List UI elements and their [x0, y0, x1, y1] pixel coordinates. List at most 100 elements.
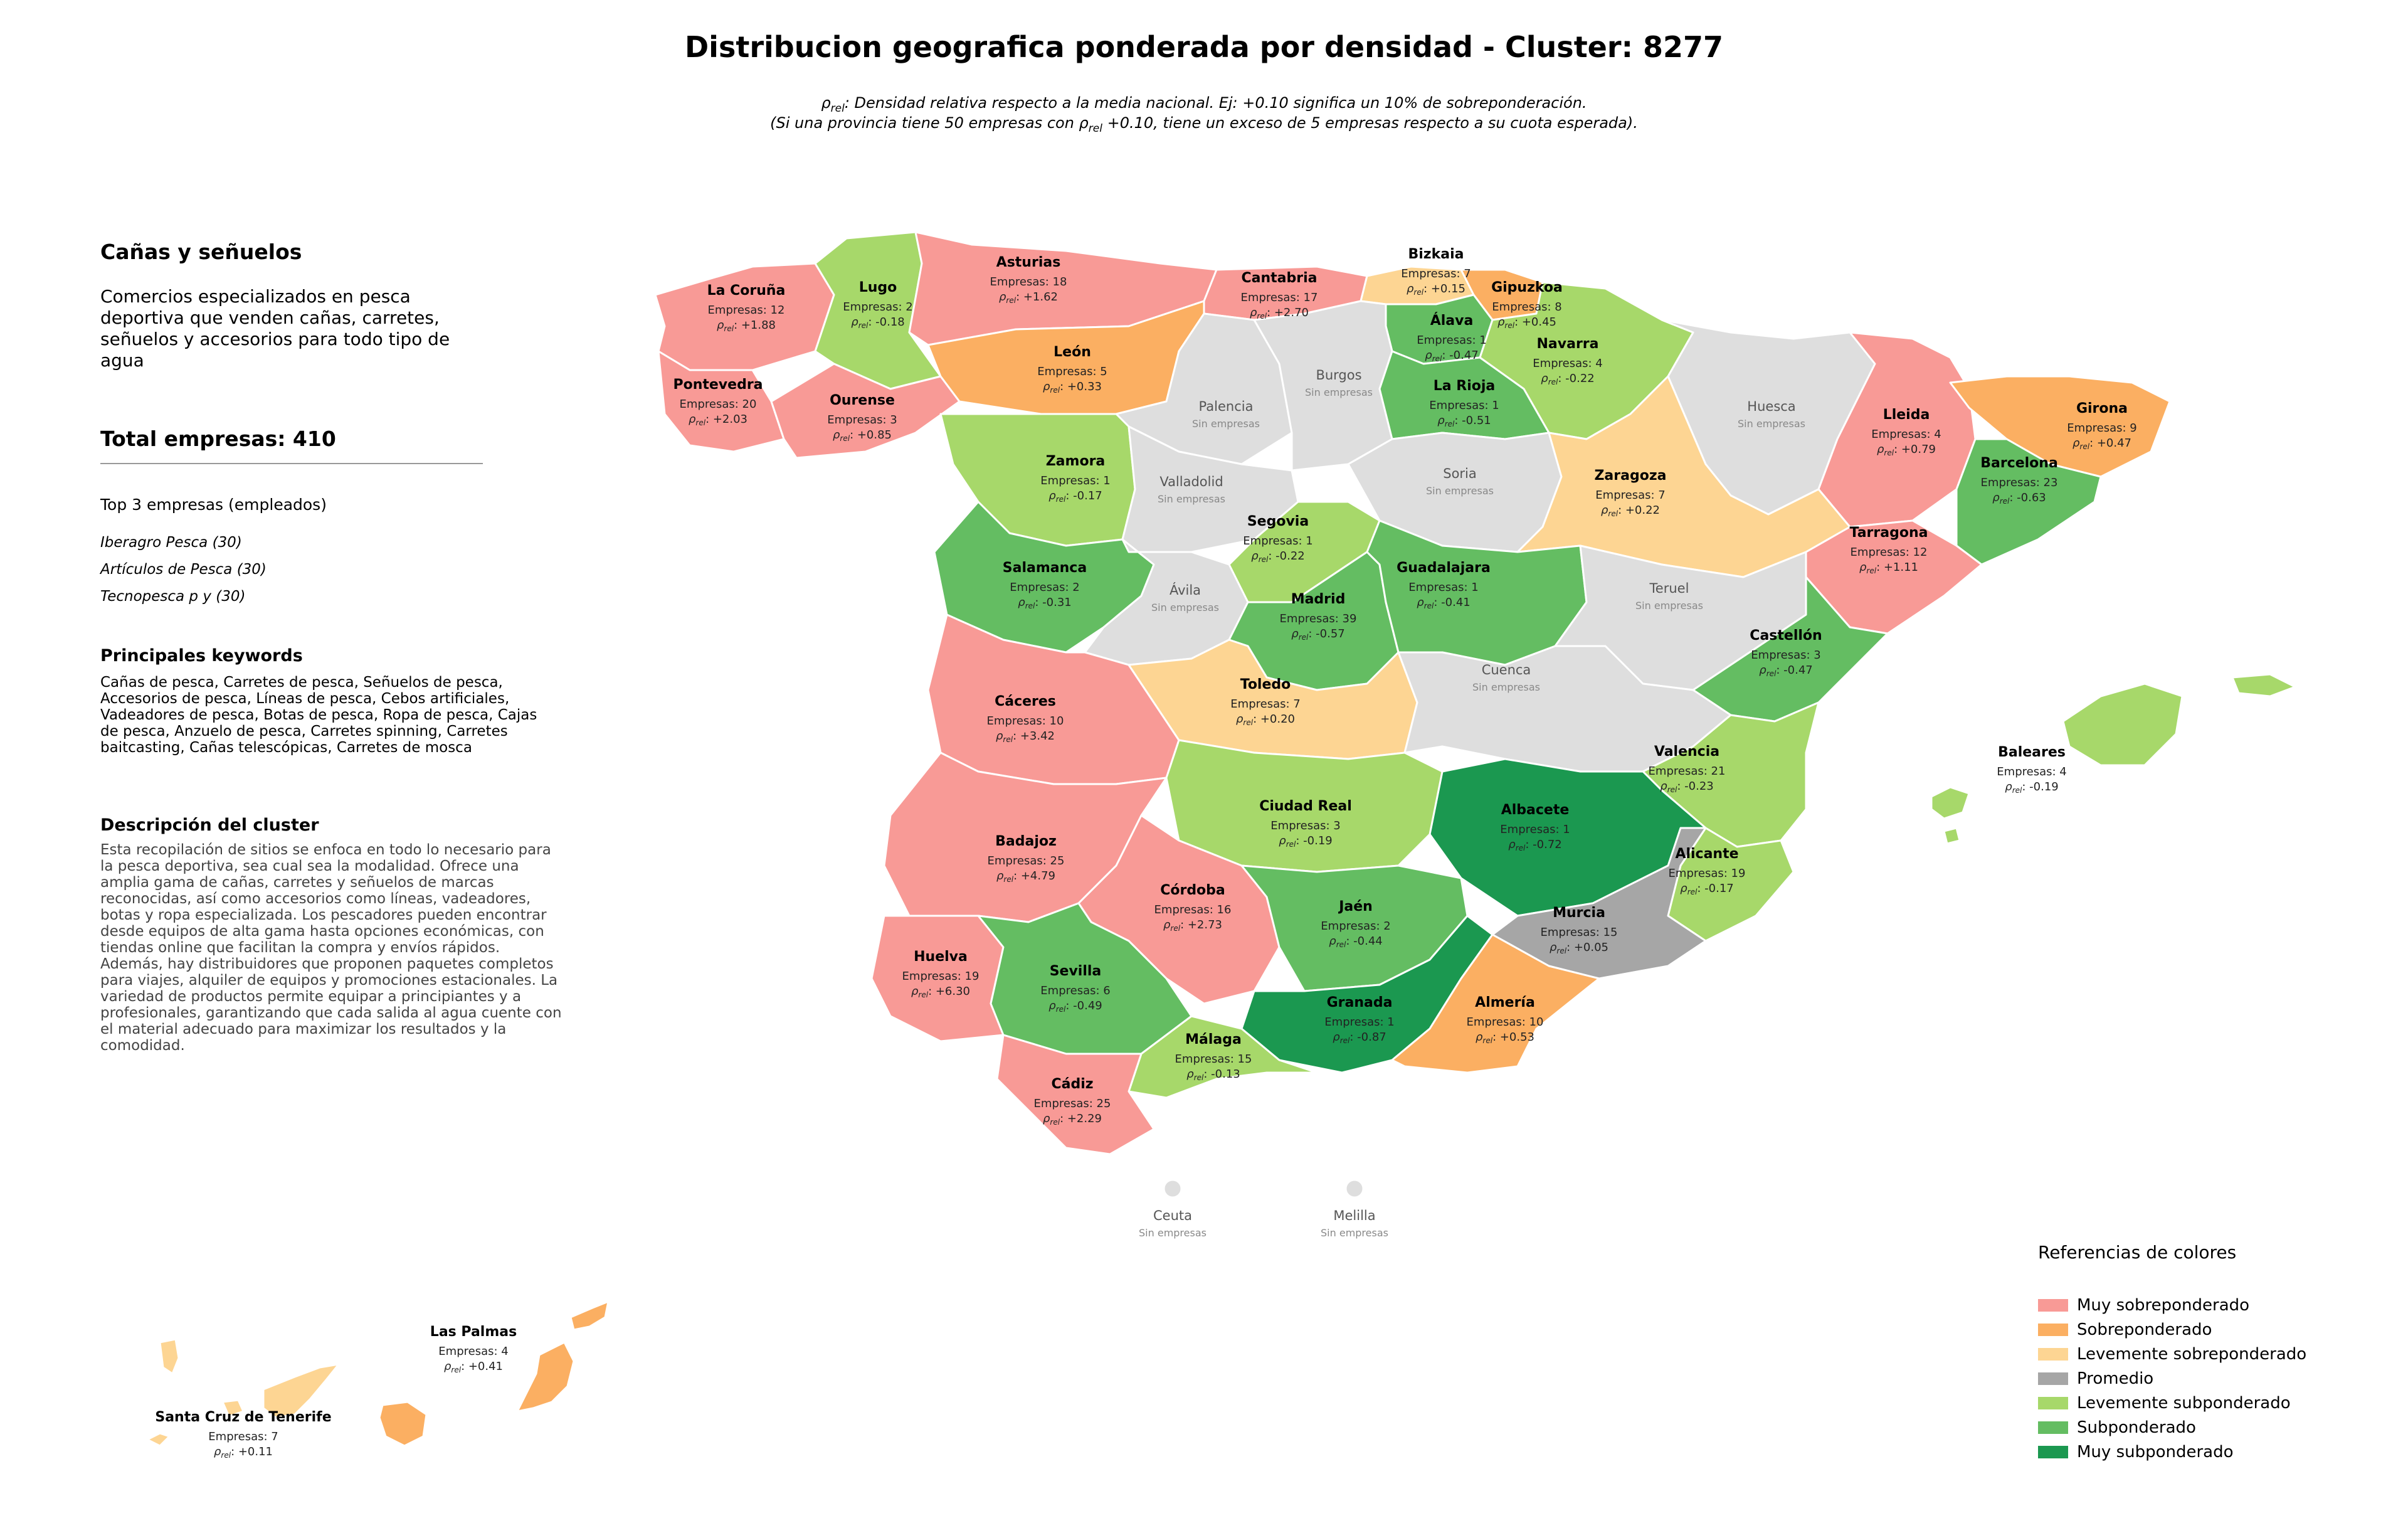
province-name: La Rioja — [1434, 378, 1496, 394]
province-empresas: Empresas: 12 — [708, 304, 785, 317]
legend-swatch — [2038, 1348, 2068, 1361]
province-name: Gipuzkoa — [1491, 280, 1563, 295]
province-label-valencia: Valencia Empresas: 21 ρrel: -0.23 — [1649, 744, 1726, 794]
total-companies: Total empresas: 410 — [100, 427, 336, 451]
page-title: Distribucion geografica ponderada por de… — [685, 30, 1723, 64]
province-empresas: Empresas: 21 — [1649, 765, 1726, 778]
province-rho: ρrel: +6.30 — [911, 985, 970, 999]
province-rho: ρrel: +0.41 — [444, 1360, 503, 1374]
province-name: Baleares — [1998, 745, 2066, 760]
province-rho: ρrel: +2.03 — [689, 413, 747, 427]
legend-title: Referencias de colores — [2038, 1242, 2237, 1263]
province-rho: ρrel: +0.05 — [1550, 941, 1608, 955]
province-empresas: Empresas: 39 — [1280, 612, 1357, 625]
province-empresas: Empresas: 15 — [1175, 1053, 1252, 1066]
province-shape-baleares-menorca[interactable] — [2231, 673, 2296, 698]
province-rho: ρrel: -0.17 — [1680, 882, 1733, 896]
province-rho: ρrel: -0.72 — [1508, 838, 1561, 852]
province-shape-lanzarote[interactable] — [569, 1300, 610, 1331]
province-rho: ρrel: -0.19 — [1279, 834, 1332, 849]
province-shape-melilla[interactable] — [1344, 1179, 1365, 1199]
province-label-palencia: Palencia Sin empresas — [1192, 399, 1260, 430]
province-rho: ρrel: +0.11 — [214, 1445, 273, 1460]
province-rho: ρrel: -0.47 — [1759, 664, 1812, 678]
province-name: Las Palmas — [430, 1324, 517, 1340]
province-name: Pontevedra — [673, 377, 763, 393]
province-name: Segovia — [1247, 514, 1309, 529]
province-name: Badajoz — [995, 834, 1057, 849]
province-label-almeria: Almería Empresas: 10 ρrel: +0.53 — [1467, 995, 1544, 1045]
province-shape-la-gomera[interactable] — [221, 1399, 245, 1418]
province-shape-baleares-ibiza[interactable] — [1930, 786, 1970, 820]
province-name: Ourense — [830, 393, 895, 408]
province-name: Barcelona — [1980, 455, 2058, 471]
province-shape-tenerife[interactable] — [262, 1363, 340, 1419]
province-empresas: Empresas: 19 — [1669, 867, 1746, 880]
province-label-malaga: Málaga Empresas: 15 ρrel: -0.13 — [1175, 1032, 1252, 1082]
province-label-salamanca: Salamanca Empresas: 2 ρrel: -0.31 — [1003, 560, 1087, 610]
province-empresas: Empresas: 10 — [1467, 1016, 1544, 1029]
province-rho: ρrel: +1.88 — [717, 319, 776, 333]
province-empresas: Empresas: 15 — [1541, 926, 1618, 939]
province-sin-empresas: Sin empresas — [1305, 386, 1373, 398]
province-label-albacete: Albacete Empresas: 1 ρrel: -0.72 — [1500, 802, 1570, 852]
province-label-madrid: Madrid Empresas: 39 ρrel: -0.57 — [1280, 592, 1357, 642]
province-empresas: Empresas: 1 — [1429, 399, 1499, 412]
province-shape-almeria[interactable] — [1391, 933, 1600, 1074]
province-sin-empresas: Sin empresas — [1738, 418, 1805, 430]
province-shape-gran-canaria[interactable] — [378, 1401, 428, 1447]
province-name: Huelva — [914, 949, 968, 965]
province-rho: ρrel: +2.29 — [1043, 1112, 1102, 1127]
province-empresas: Empresas: 17 — [1241, 291, 1318, 304]
province-name: Ciudad Real — [1259, 798, 1352, 814]
province-label-zamora: Zamora Empresas: 1 ρrel: -0.17 — [1040, 454, 1110, 504]
province-rho: ρrel: -0.41 — [1417, 596, 1470, 610]
province-name: Ávila — [1170, 582, 1201, 598]
province-empresas: Empresas: 10 — [987, 714, 1064, 728]
province-shape-lleida[interactable] — [1817, 331, 1977, 528]
province-shape-ourense[interactable] — [770, 363, 961, 459]
province-shape-malaga[interactable] — [1127, 1015, 1318, 1099]
province-label-tarragona: Tarragona Empresas: 12 ρrel: +1.11 — [1850, 525, 1928, 575]
top3-header: Top 3 empresas (empleados) — [100, 496, 327, 514]
province-name: Sevilla — [1050, 963, 1102, 979]
legend-item-lev-sobre: Levemente sobreponderado — [2038, 1345, 2306, 1364]
province-name: Toledo — [1240, 677, 1291, 692]
province-empresas: Empresas: 7 — [1401, 267, 1471, 280]
province-shape-girona[interactable] — [1949, 375, 2171, 478]
province-rho: ρrel: -0.22 — [1541, 372, 1594, 386]
province-rho: ρrel: -0.44 — [1329, 935, 1382, 949]
province-shape-ceuta[interactable] — [1163, 1179, 1183, 1199]
province-name: León — [1054, 344, 1091, 360]
province-label-barcelona: Barcelona Empresas: 23 ρrel: -0.63 — [1980, 455, 2058, 506]
province-sin-empresas: Sin empresas — [1635, 600, 1703, 612]
province-rho: ρrel: +2.70 — [1250, 306, 1309, 321]
province-name: Navarra — [1537, 336, 1599, 352]
province-sin-empresas: Sin empresas — [1139, 1227, 1207, 1239]
province-shape-baleares-mallorca[interactable] — [2062, 682, 2184, 767]
province-label-valladolid: Valladolid Sin empresas — [1158, 474, 1225, 505]
province-shape-barcelona[interactable] — [1955, 438, 2102, 566]
province-shapes — [146, 231, 2296, 1447]
province-shape-cadiz[interactable] — [996, 1034, 1155, 1155]
province-shape-coruna[interactable] — [654, 262, 835, 371]
province-empresas: Empresas: 16 — [1154, 903, 1232, 916]
province-rho: ρrel: -0.31 — [1018, 596, 1071, 610]
province-shape-el-hierro[interactable] — [146, 1432, 171, 1447]
province-name: Palencia — [1199, 399, 1254, 414]
province-empresas: Empresas: 2 — [1010, 581, 1079, 594]
province-shape-fuerteventura[interactable] — [516, 1341, 575, 1413]
province-name: Cuenca — [1482, 662, 1531, 677]
province-empresas: Empresas: 23 — [1981, 476, 2058, 489]
province-rho: ρrel: -0.17 — [1048, 489, 1102, 504]
province-name: Guadalajara — [1397, 560, 1491, 576]
province-name: Valencia — [1654, 744, 1719, 760]
province-empresas: Empresas: 2 — [843, 300, 912, 314]
province-label-gipuzkoa: Gipuzkoa Empresas: 8 ρrel: +0.45 — [1491, 280, 1563, 330]
province-empresas: Empresas: 4 — [1997, 765, 2066, 778]
province-shape-baleares-formentera[interactable] — [1943, 827, 1961, 845]
province-shape-la-palma[interactable] — [159, 1338, 180, 1375]
province-empresas: Empresas: 1 — [1324, 1016, 1394, 1029]
province-name: Santa Cruz de Tenerife — [155, 1409, 331, 1425]
